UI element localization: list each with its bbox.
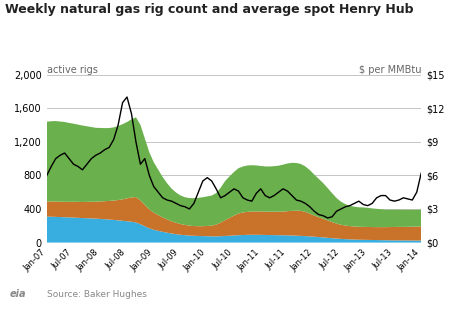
Text: Weekly natural gas rig count and average spot Henry Hub: Weekly natural gas rig count and average… [5,3,413,16]
Text: $ per MMBtu: $ per MMBtu [358,65,421,75]
Text: Source: Baker Hughes: Source: Baker Hughes [47,290,146,299]
Text: active rigs: active rigs [47,65,98,75]
Text: eia: eia [9,289,26,299]
